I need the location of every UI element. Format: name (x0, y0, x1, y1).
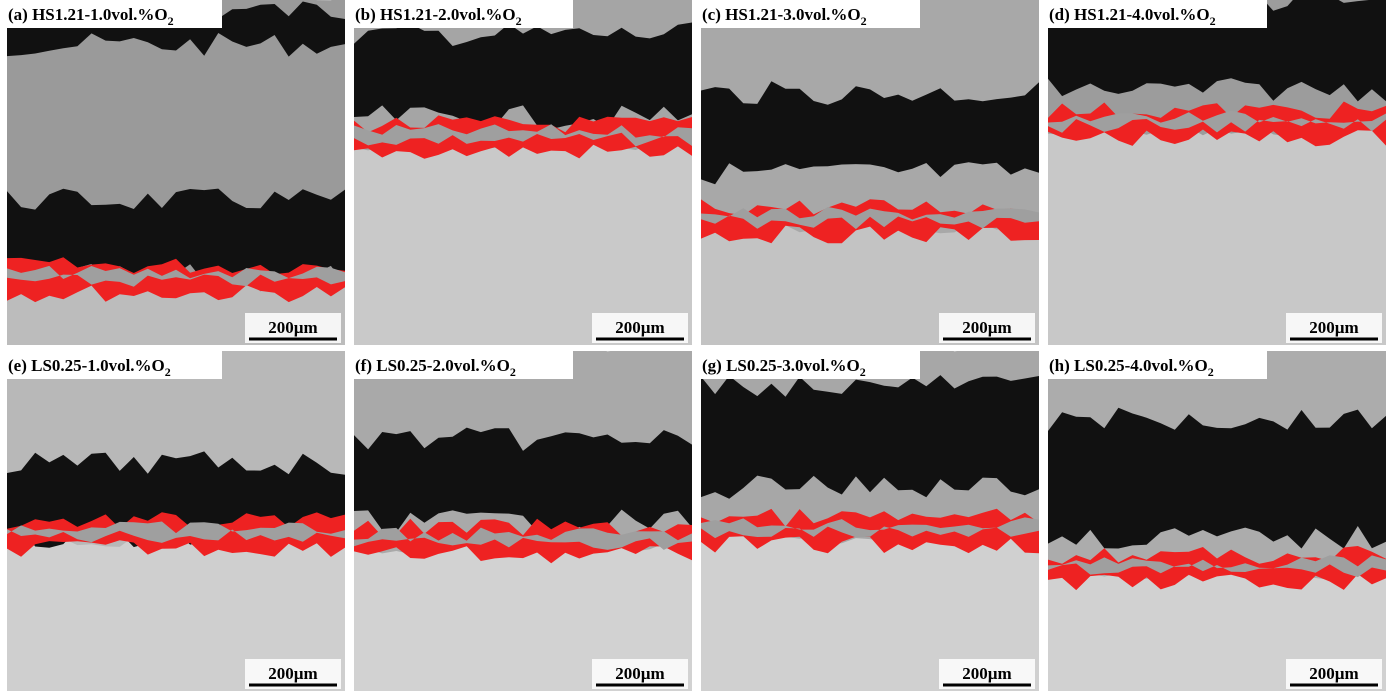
micrograph (1048, 340, 1386, 691)
micrograph-panel: (b) HS1.21-2.0vol.%O2 200µm (351, 0, 692, 345)
label-subscript: 2 (168, 14, 174, 28)
micrograph-panel: (e) LS0.25-1.0vol.%O2 200µm (0, 340, 345, 691)
micrograph-panel: (f) LS0.25-2.0vol.%O2 200µm (351, 340, 692, 691)
micrograph-panel: (g) LS0.25-3.0vol.%O2 200µm (698, 341, 1039, 691)
label-subscript: 2 (861, 14, 867, 28)
micrograph (7, 340, 345, 691)
micrograph (354, 0, 692, 345)
scale-label: 200µm (962, 664, 1011, 683)
micrograph (1048, 0, 1386, 345)
label-text: (c) HS1.21-3.0vol.%O (702, 5, 861, 24)
micrograph-panel: (c) HS1.21-3.0vol.%O2 200µm (698, 0, 1039, 345)
scale-label: 200µm (268, 664, 317, 683)
label-text: (f) LS0.25-2.0vol.%O (355, 356, 510, 375)
figure: (a) HS1.21-1.0vol.%O2200µm(b) HS1.21-2.0… (0, 0, 1389, 691)
scale-label: 200µm (615, 318, 664, 337)
scale-label: 200µm (1309, 664, 1358, 683)
scale-label: 200µm (1309, 318, 1358, 337)
scale-label: 200µm (615, 664, 664, 683)
micrograph-panel: (d) HS1.21-4.0vol.%O2 200µm (1045, 0, 1386, 345)
scale-label: 200µm (268, 318, 317, 337)
micrograph (701, 0, 1039, 345)
micrograph (354, 340, 692, 691)
label-text: (b) HS1.21-2.0vol.%O (355, 5, 516, 24)
label-subscript: 2 (510, 365, 516, 379)
label-text: (e) LS0.25-1.0vol.%O (8, 356, 165, 375)
label-subscript: 2 (860, 365, 866, 379)
micrograph (701, 341, 1039, 691)
label-text: (h) LS0.25-4.0vol.%O (1049, 356, 1208, 375)
label-text: (d) HS1.21-4.0vol.%O (1049, 5, 1210, 24)
scale-label: 200µm (962, 318, 1011, 337)
void-band (1048, 408, 1386, 549)
micrograph (7, 0, 345, 345)
label-subscript: 2 (1208, 365, 1214, 379)
label-subscript: 2 (165, 365, 171, 379)
label-subscript: 2 (516, 14, 522, 28)
micrograph-panel: (h) LS0.25-4.0vol.%O2 200µm (1045, 340, 1386, 691)
label-subscript: 2 (1210, 14, 1216, 28)
label-text: (g) LS0.25-3.0vol.%O (702, 356, 860, 375)
micrograph-panel: (a) HS1.21-1.0vol.%O2 200µm (0, 0, 345, 345)
label-text: (a) HS1.21-1.0vol.%O (8, 5, 168, 24)
